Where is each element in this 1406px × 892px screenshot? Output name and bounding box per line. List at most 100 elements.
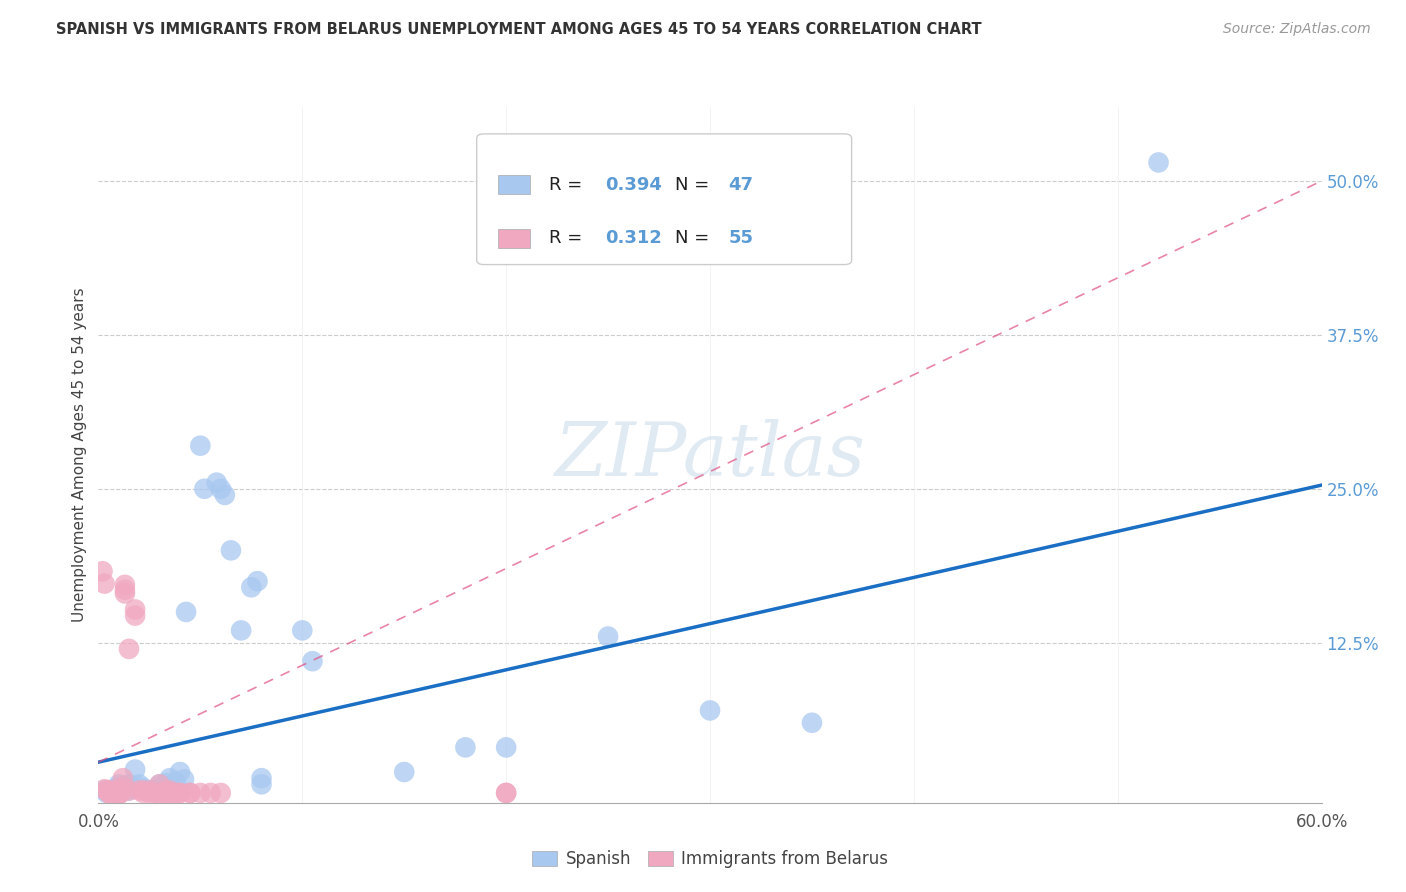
Point	[231, 624, 253, 638]
Point	[138, 786, 160, 800]
Point	[122, 780, 145, 794]
Point	[124, 602, 146, 616]
Point	[188, 786, 212, 800]
Point	[108, 786, 131, 800]
Point	[104, 786, 127, 800]
Point	[159, 771, 181, 785]
Point	[101, 786, 124, 800]
Point	[93, 782, 115, 797]
Point	[155, 776, 177, 790]
Point	[93, 783, 115, 797]
Text: SPANISH VS IMMIGRANTS FROM BELARUS UNEMPLOYMENT AMONG AGES 45 TO 54 YEARS CORREL: SPANISH VS IMMIGRANTS FROM BELARUS UNEMP…	[56, 22, 981, 37]
Point	[392, 764, 416, 779]
Point	[155, 783, 177, 797]
Point	[111, 783, 134, 797]
Point	[96, 783, 118, 797]
Text: ZIPatlas: ZIPatlas	[554, 418, 866, 491]
Point	[118, 783, 141, 797]
Point	[124, 608, 146, 623]
Point	[105, 787, 128, 801]
Y-axis label: Unemployment Among Ages 45 to 54 years: Unemployment Among Ages 45 to 54 years	[72, 287, 87, 623]
Legend: Spanish, Immigrants from Belarus: Spanish, Immigrants from Belarus	[526, 843, 894, 874]
Point	[132, 780, 155, 795]
Point	[169, 786, 191, 800]
Point	[801, 715, 824, 730]
Point	[169, 764, 191, 779]
Point	[149, 777, 172, 791]
Point	[193, 482, 215, 496]
Point	[118, 641, 141, 656]
Point	[598, 630, 620, 644]
Point	[111, 780, 134, 794]
Point	[155, 786, 177, 800]
Point	[142, 786, 165, 800]
Point	[495, 786, 517, 800]
Point	[108, 787, 131, 801]
Point	[132, 786, 155, 800]
Point	[132, 783, 155, 797]
Point	[159, 786, 181, 800]
Point	[250, 771, 273, 785]
Point	[240, 580, 263, 594]
Text: 55: 55	[728, 229, 754, 247]
Point	[149, 780, 172, 795]
Point	[97, 783, 120, 797]
Point	[108, 787, 131, 801]
Point	[101, 783, 124, 797]
Point	[169, 786, 191, 800]
Point	[114, 578, 136, 592]
Text: 0.312: 0.312	[605, 229, 662, 247]
Text: N =: N =	[675, 176, 716, 194]
Text: R =: R =	[548, 176, 588, 194]
Point	[124, 763, 146, 777]
Point	[97, 783, 120, 797]
Point	[138, 783, 160, 797]
Point	[165, 786, 187, 800]
Point	[100, 787, 122, 801]
Point	[1147, 155, 1170, 169]
Point	[699, 703, 721, 717]
Point	[200, 786, 222, 800]
Point	[179, 786, 201, 800]
Text: N =: N =	[675, 229, 716, 247]
Point	[495, 786, 517, 800]
Point	[104, 787, 127, 801]
Point	[219, 543, 242, 558]
Point	[250, 777, 273, 791]
Point	[159, 783, 181, 797]
Text: 0.394: 0.394	[605, 176, 662, 194]
Point	[149, 786, 172, 800]
Text: Source: ZipAtlas.com: Source: ZipAtlas.com	[1223, 22, 1371, 37]
Point	[97, 786, 120, 800]
Point	[114, 582, 136, 597]
Point	[454, 740, 477, 755]
Point	[104, 787, 127, 801]
Point	[246, 574, 269, 589]
Point	[209, 482, 232, 496]
Point	[114, 586, 136, 600]
Point	[111, 771, 134, 785]
Point	[179, 786, 201, 800]
Point	[301, 654, 323, 668]
Point	[96, 786, 118, 800]
Point	[100, 786, 122, 800]
Point	[108, 777, 131, 791]
Point	[165, 775, 187, 789]
Point	[114, 779, 136, 793]
Point	[100, 786, 122, 800]
Point	[149, 777, 172, 791]
Point	[105, 786, 128, 800]
Point	[110, 786, 132, 800]
Point	[91, 564, 114, 578]
Point	[174, 605, 197, 619]
Point	[138, 783, 160, 797]
Point	[128, 783, 150, 797]
Point	[159, 787, 181, 801]
Point	[173, 772, 195, 787]
Point	[214, 488, 236, 502]
Point	[128, 777, 150, 791]
Point	[108, 783, 131, 797]
Point	[118, 783, 141, 797]
Text: 47: 47	[728, 176, 754, 194]
Point	[495, 740, 517, 755]
